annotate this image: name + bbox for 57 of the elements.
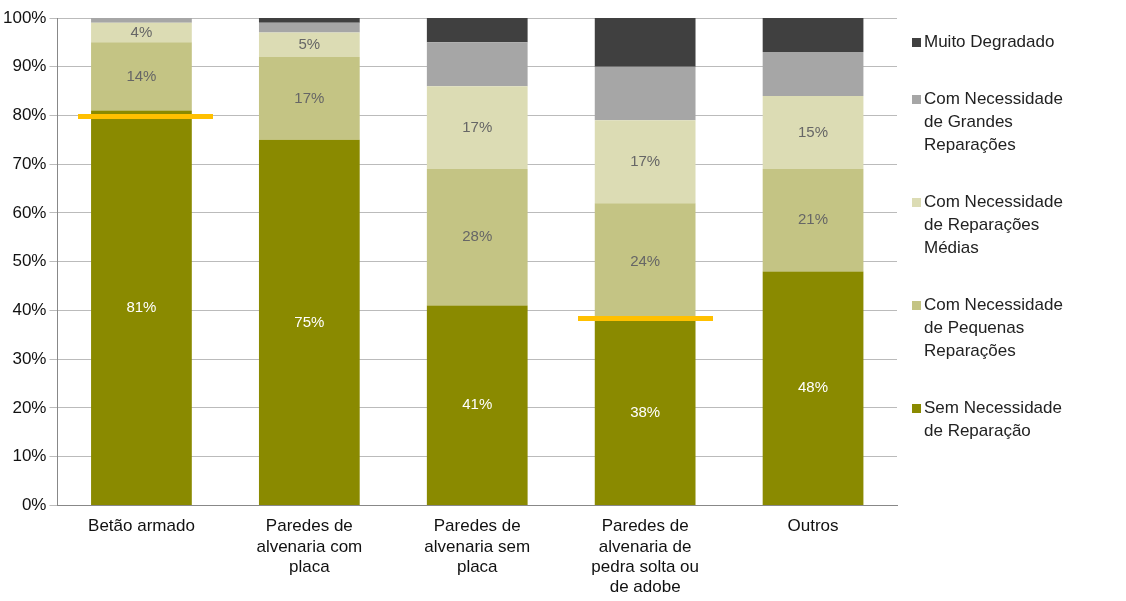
y-tick-label: 100% [3,7,47,27]
bar [762,95,864,170]
x-tick-label: Betão armado [88,516,195,536]
x-tick-label: Paredes de alvenaria com placa [256,516,363,577]
bar [762,271,864,505]
bar [91,22,192,43]
bar [426,42,528,87]
bar [762,18,864,53]
x-tick-label: Paredes de alvenaria sem placa [424,516,531,577]
bar [426,86,528,170]
bar [426,18,528,43]
data-label: 28% [462,227,493,245]
bar [258,32,360,57]
data-label: 15% [798,122,829,140]
y-tick-label: 10% [12,446,47,466]
data-label: 4% [130,22,153,40]
y-tick-label: 90% [12,56,47,76]
y-tick-label: 70% [12,153,47,173]
legend-label: Com Necessidade de Reparações Médias [924,191,1064,259]
y-tick-label: 40% [12,300,47,320]
bar [762,52,864,96]
bar [258,22,360,33]
legend-label: Com Necessidade de Grandes Reparações [924,88,1064,156]
data-label: 17% [630,151,661,169]
data-label: 48% [798,378,829,396]
y-tick-label: 0% [21,495,47,515]
bar [762,169,864,272]
x-tick-label: Outros [787,516,839,536]
legend-label: Sem Necessidade de Reparação [924,397,1063,442]
y-tick-label: 20% [12,397,47,417]
data-label: 41% [462,395,493,413]
data-label: 5% [298,34,321,52]
data-label: 17% [462,117,493,135]
bar [426,169,528,306]
bar [258,139,360,505]
data-label: 14% [126,66,157,84]
data-label: 17% [294,88,325,106]
data-label: 75% [294,312,325,330]
legend-label: Com Necessidade de Pequenas Reparações [924,294,1064,362]
bar [426,305,528,505]
data-label: 21% [798,210,829,228]
bar [594,66,696,121]
x-tick-label: Paredes de alvenaria de pedra solta ou de adobe [591,516,700,597]
y-tick-label: 30% [12,348,47,368]
y-tick-label: 50% [12,251,47,271]
bar [91,18,192,23]
data-label: 24% [630,251,661,269]
legend-label: Muito Degradado [924,31,1056,53]
bar [594,120,696,204]
bar [258,18,360,23]
data-label: 81% [126,297,157,315]
bar [91,42,192,111]
bar [594,18,696,67]
bar [258,56,360,140]
y-tick-label: 80% [12,105,47,125]
data-label: 38% [630,402,661,420]
y-tick-label: 60% [12,202,47,222]
